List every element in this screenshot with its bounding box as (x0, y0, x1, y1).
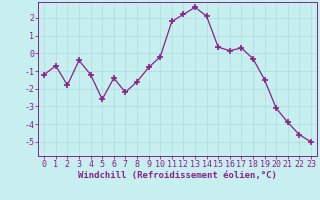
X-axis label: Windchill (Refroidissement éolien,°C): Windchill (Refroidissement éolien,°C) (78, 171, 277, 180)
